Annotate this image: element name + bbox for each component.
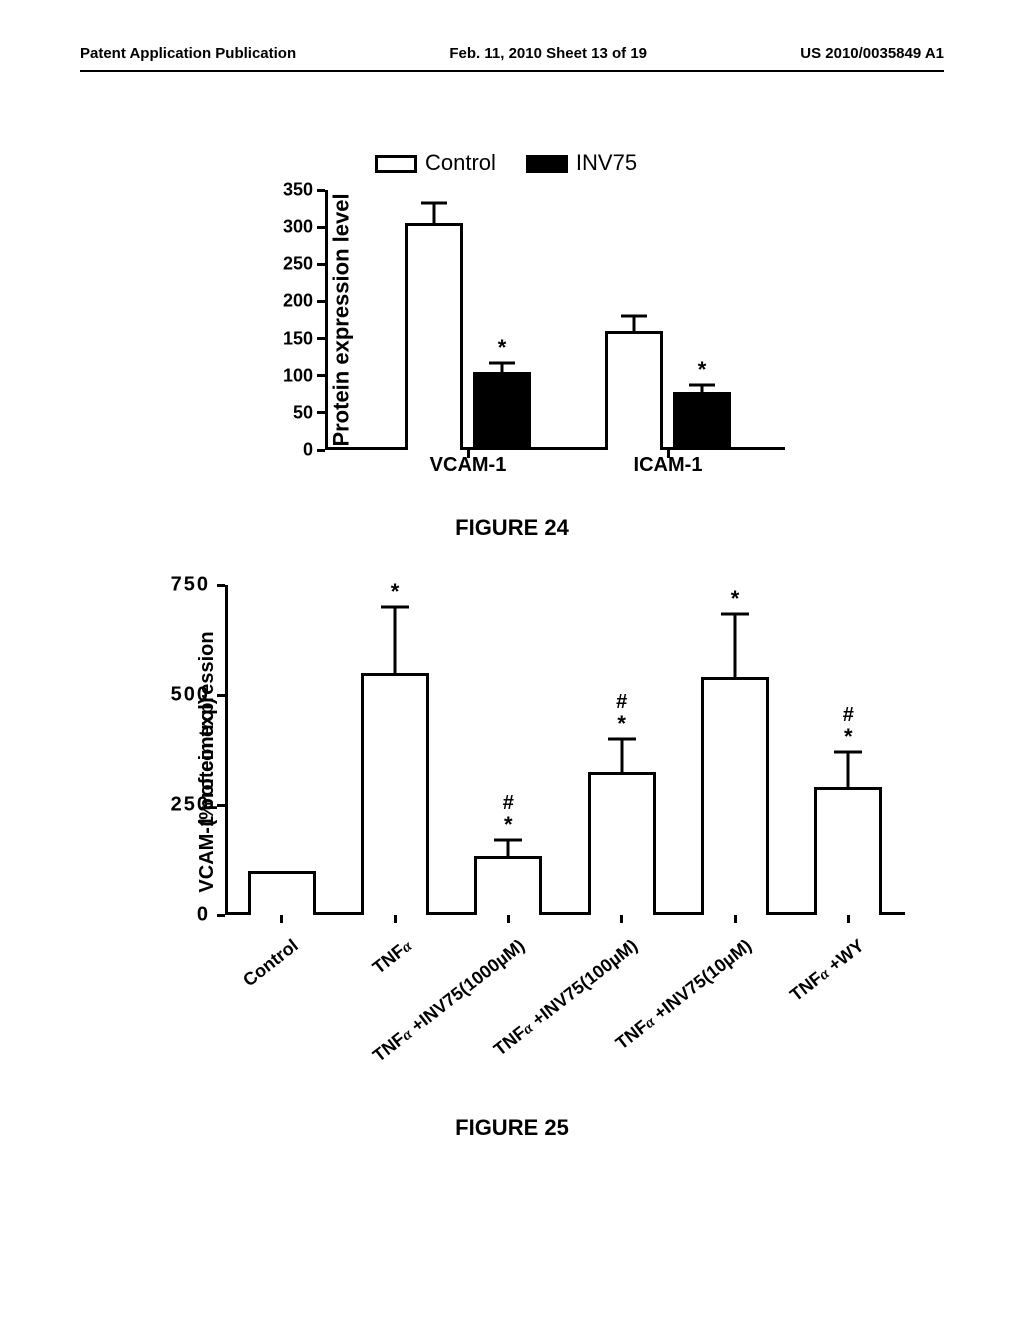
figure-24-errorbar-cap bbox=[489, 362, 515, 365]
figure-24-chart: Protein expression level Control INV75 0… bbox=[225, 155, 805, 485]
figure-25-errorbar-cap bbox=[494, 839, 522, 842]
figure-24-caption: FIGURE 24 bbox=[0, 515, 1024, 541]
figure-24-bar bbox=[605, 331, 663, 450]
figure-25-significance-star: * bbox=[731, 586, 740, 612]
figure-25-errorbar bbox=[734, 614, 737, 678]
figure-25-caption: FIGURE 25 bbox=[0, 1115, 1024, 1141]
figure-25-x-axis bbox=[225, 912, 905, 915]
legend-item-control: Control bbox=[375, 150, 496, 176]
header-middle: Feb. 11, 2010 Sheet 13 of 19 bbox=[449, 45, 647, 62]
legend-label-control: Control bbox=[425, 150, 496, 175]
figure-24-yticklabel: 200 bbox=[283, 291, 313, 312]
figure-24-bar bbox=[473, 372, 531, 450]
figure-24-yticklabel: 50 bbox=[293, 402, 313, 423]
figure-24-ytick bbox=[317, 449, 325, 452]
figure-24-ytick bbox=[317, 189, 325, 192]
figure-25-significance-star: * bbox=[504, 812, 513, 838]
legend-swatch-inv75 bbox=[526, 155, 568, 173]
figure-25-errorbar bbox=[620, 739, 623, 772]
figure-24-ytick bbox=[317, 263, 325, 266]
figure-25-xtick bbox=[507, 915, 510, 923]
figure-25-ytick bbox=[217, 804, 225, 807]
figure-24-bar bbox=[405, 223, 463, 450]
figure-25-yticklabel: 750 bbox=[171, 574, 210, 597]
figure-25-bar bbox=[474, 856, 542, 915]
figure-24-ytick bbox=[317, 374, 325, 377]
figure-25-xticklabel: Control bbox=[239, 935, 302, 991]
header-left: Patent Application Publication bbox=[80, 45, 296, 62]
figure-25-significance-star: * bbox=[844, 724, 853, 750]
figure-25-xtick bbox=[620, 915, 623, 923]
figure-25-bar bbox=[361, 673, 429, 915]
figure-25-significance-hash: # bbox=[616, 691, 627, 714]
header-divider bbox=[80, 70, 944, 72]
figure-25-xtick bbox=[734, 915, 737, 923]
figure-25-y-axis bbox=[225, 585, 228, 915]
header-right: US 2010/0035849 A1 bbox=[800, 45, 944, 62]
figure-25-significance-hash: # bbox=[503, 792, 514, 815]
figure-24-yticklabel: 0 bbox=[303, 440, 313, 461]
figure-24-ytick bbox=[317, 226, 325, 229]
figure-24-legend: Control INV75 bbox=[375, 150, 637, 176]
page-header: Patent Application Publication Feb. 11, … bbox=[0, 45, 1024, 62]
figure-25-errorbar bbox=[394, 607, 397, 673]
figure-25-xticklabel: TNFα +WY bbox=[787, 935, 869, 1006]
figure-24-yticklabel: 350 bbox=[283, 180, 313, 201]
figure-25-errorbar-cap bbox=[608, 738, 636, 741]
figure-24-ytick bbox=[317, 337, 325, 340]
figure-25-errorbar-cap bbox=[721, 612, 749, 615]
figure-25-errorbar bbox=[507, 840, 510, 855]
figure-24-plot-area: 050100150200250300350VCAM-1ICAM-1** bbox=[325, 190, 785, 450]
figure-24-errorbar-cap bbox=[621, 315, 647, 318]
figure-24-xtick bbox=[467, 450, 470, 458]
figure-25-yticklabel: 250 bbox=[171, 794, 210, 817]
figure-24-yticklabel: 250 bbox=[283, 254, 313, 275]
figure-25-significance-star: * bbox=[391, 579, 400, 605]
figure-25-xtick bbox=[394, 915, 397, 923]
figure-24-errorbar-cap bbox=[689, 383, 715, 386]
figure-25-xtick bbox=[847, 915, 850, 923]
figure-24-y-axis bbox=[325, 190, 328, 450]
figure-25-errorbar bbox=[847, 752, 850, 787]
figure-24-xtick bbox=[667, 450, 670, 458]
figure-24-errorbar bbox=[633, 316, 636, 331]
figure-25-errorbar-cap bbox=[834, 751, 862, 754]
figure-25-bar bbox=[248, 871, 316, 915]
figure-24-yticklabel: 150 bbox=[283, 328, 313, 349]
figure-25-plot-area: 0250500750ControlTNFα*TNFα +INV75(1000µM… bbox=[225, 585, 905, 915]
figure-25-xtick bbox=[280, 915, 283, 923]
figure-25-ytick bbox=[217, 694, 225, 697]
legend-swatch-control bbox=[375, 155, 417, 173]
figure-24-errorbar-cap bbox=[421, 201, 447, 204]
figure-25-xticklabel: TNFα bbox=[368, 935, 415, 978]
figure-24-significance-marker: * bbox=[498, 335, 507, 361]
figure-25-yticklabel: 500 bbox=[171, 684, 210, 707]
figure-25-bar bbox=[701, 677, 769, 915]
figure-24-errorbar bbox=[433, 203, 436, 224]
legend-item-inv75: INV75 bbox=[526, 150, 637, 176]
figure-25-errorbar-cap bbox=[381, 606, 409, 609]
figure-25-ytick bbox=[217, 914, 225, 917]
figure-24-bar bbox=[673, 392, 731, 450]
figure-25-ytick bbox=[217, 584, 225, 587]
figure-24-ytick bbox=[317, 411, 325, 414]
figure-24-ytick bbox=[317, 300, 325, 303]
figure-24-yticklabel: 300 bbox=[283, 217, 313, 238]
figure-25-bar bbox=[588, 772, 656, 915]
figure-24-significance-marker: * bbox=[698, 357, 707, 383]
figure-25-chart: VCAM-1 protein expression (% of control)… bbox=[95, 570, 925, 1090]
figure-25-yticklabel: 0 bbox=[197, 904, 210, 927]
figure-25-significance-hash: # bbox=[843, 704, 854, 727]
figure-25-significance-star: * bbox=[617, 711, 626, 737]
figure-25-bar bbox=[814, 787, 882, 915]
legend-label-inv75: INV75 bbox=[576, 150, 637, 175]
figure-24-yticklabel: 100 bbox=[283, 365, 313, 386]
